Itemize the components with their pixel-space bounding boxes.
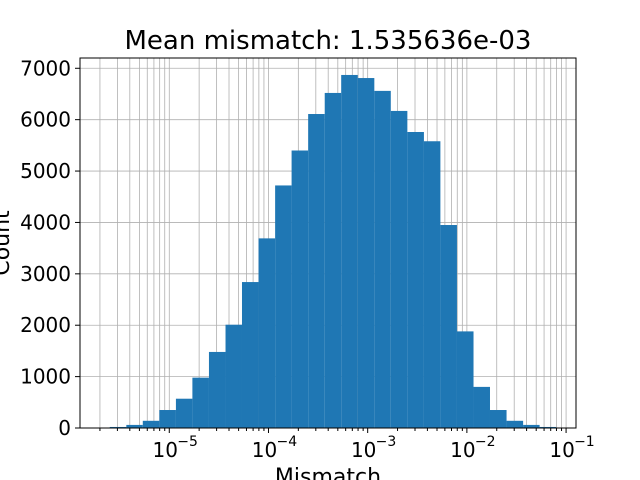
- histogram-bar: [208, 351, 226, 428]
- histogram-bar: [109, 426, 127, 428]
- y-axis-label: Count: [0, 210, 15, 276]
- chart-title: Mean mismatch: 1.535636e-03: [125, 26, 532, 56]
- histogram-bar: [407, 132, 424, 428]
- histogram-bar: [473, 386, 490, 428]
- x-axis-label: Mismatch: [275, 465, 381, 480]
- histogram-bar: [308, 114, 325, 428]
- histogram-bar: [142, 420, 160, 428]
- histogram-bar: [440, 225, 457, 428]
- x-tick-label-exponent: −4: [276, 434, 297, 450]
- histogram-bars: [109, 74, 557, 429]
- histogram-bar: [241, 282, 259, 428]
- histogram-bar: [159, 410, 176, 428]
- histogram-bar: [258, 238, 276, 428]
- y-tick-label: 7000: [20, 56, 71, 80]
- histogram-bar: [390, 110, 408, 429]
- histogram-bar: [357, 78, 375, 429]
- histogram-bar: [374, 90, 391, 428]
- histogram-bar: [291, 150, 309, 428]
- histogram-bar: [539, 426, 557, 428]
- histogram-bar: [341, 74, 358, 428]
- y-tick-label: 1000: [20, 365, 71, 389]
- y-tick-label: 5000: [20, 159, 71, 183]
- x-tick-label: 10: [351, 438, 376, 462]
- x-tick-label: 10: [252, 438, 277, 462]
- x-tick-label-exponent: −1: [574, 434, 595, 450]
- histogram-bar: [456, 331, 474, 428]
- x-tick-label: 10: [450, 438, 475, 462]
- x-tick-label-exponent: −2: [475, 434, 496, 450]
- histogram-bar: [126, 424, 143, 428]
- histogram-bar: [324, 92, 342, 428]
- y-tick-label: 0: [58, 416, 71, 440]
- histogram-bar: [192, 377, 209, 428]
- histogram-bar: [225, 324, 242, 428]
- x-tick-label: 10: [153, 438, 178, 462]
- y-tick-label: 2000: [20, 313, 71, 337]
- y-tick-label: 3000: [20, 262, 71, 286]
- x-tick-label-exponent: −3: [376, 434, 397, 450]
- histogram-bar: [523, 424, 540, 428]
- histogram-bar: [489, 410, 507, 428]
- y-axis-ticks: 0 1000 2000 3000 4000 5000 6000 7000: [20, 56, 80, 440]
- histogram-bar: [423, 141, 441, 428]
- y-tick-label: 6000: [20, 108, 71, 132]
- x-tick-label-exponent: −5: [177, 434, 198, 450]
- x-tick-label: 10: [549, 438, 574, 462]
- histogram-bar: [506, 420, 524, 428]
- histogram-bar: [175, 398, 193, 428]
- histogram-bar: [275, 185, 292, 428]
- y-tick-label: 4000: [20, 210, 71, 234]
- x-axis-ticks: 10 −5 10 −4 10 −3 10 −2 10 −1: [99, 428, 595, 462]
